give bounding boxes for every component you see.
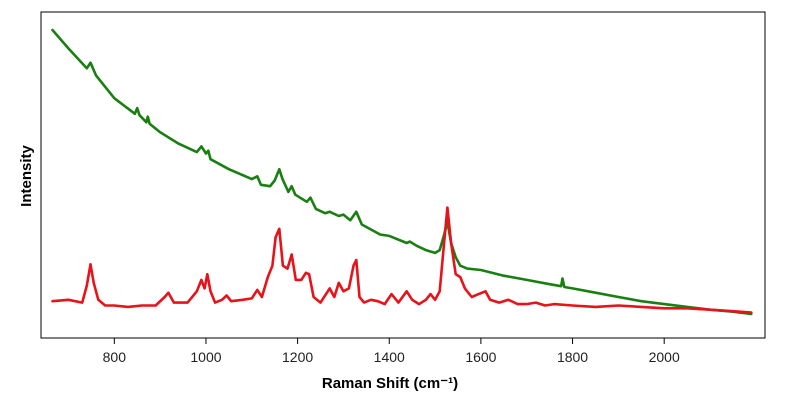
plot-area-frame bbox=[40, 11, 766, 339]
x-axis-ticks: 800 1000 1200 1400 1600 1800 2000 bbox=[103, 338, 680, 365]
x-tick-label: 800 bbox=[103, 349, 127, 365]
y-axis-label: Intensity bbox=[18, 145, 35, 207]
x-axis-label: Raman Shift (cm⁻¹) bbox=[322, 375, 458, 392]
x-tick-label: 2000 bbox=[649, 349, 680, 365]
spectrum-line-green bbox=[51, 28, 753, 316]
x-tick-label: 1200 bbox=[282, 349, 313, 365]
spectrum-line-red bbox=[51, 206, 753, 314]
x-tick-label: 1000 bbox=[190, 349, 221, 365]
x-tick-label: 1800 bbox=[557, 349, 588, 365]
x-tick-label: 1400 bbox=[374, 349, 405, 365]
series-layer bbox=[51, 28, 753, 316]
x-tick-label: 1600 bbox=[465, 349, 496, 365]
